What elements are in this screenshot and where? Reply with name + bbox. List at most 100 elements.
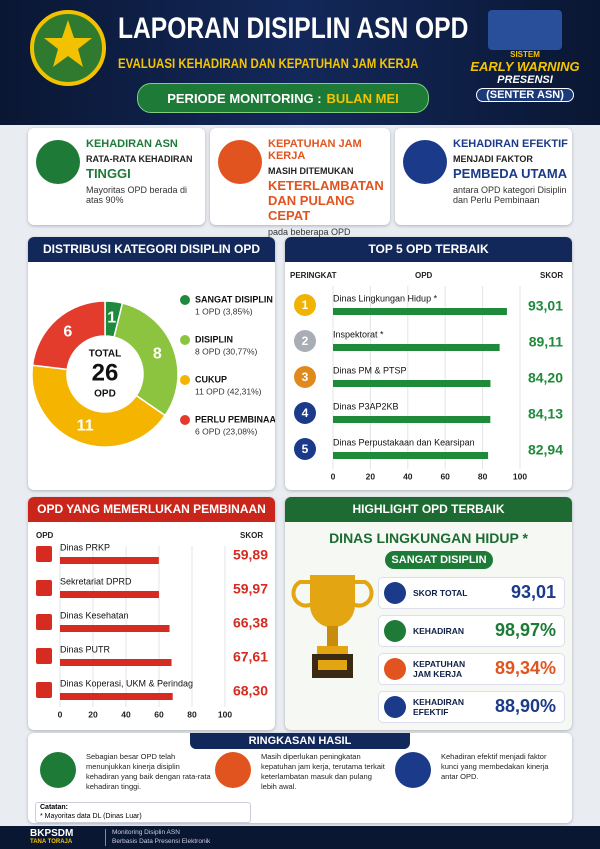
row-icon bbox=[36, 648, 52, 664]
metric-icon bbox=[384, 658, 406, 680]
category-label: Dinas PRKP bbox=[60, 542, 110, 552]
rank-label: 3 bbox=[302, 370, 309, 384]
low-panel: OPD YANG MEMERLUKAN PEMBINAAN bbox=[28, 497, 275, 730]
bar bbox=[333, 380, 491, 387]
card-text: KEHADIRAN EFEKTIF MENJADI FAKTOR PEMBEDA U… bbox=[453, 138, 568, 205]
trophy bbox=[291, 575, 374, 678]
metric-icon bbox=[384, 696, 406, 718]
summary-title: RINGKASAN HASIL bbox=[190, 733, 410, 749]
x-tick-label: 100 bbox=[513, 471, 527, 481]
subtitle: EVALUASI KEHADIRAN DAN KEPATUHAN JAM KER… bbox=[118, 55, 419, 71]
column-header: SKOR bbox=[540, 271, 563, 280]
badge: SISTEM EARLY WARNING PRESENSI (SENTER AS… bbox=[470, 10, 580, 118]
x-tick-label: 100 bbox=[218, 709, 232, 719]
pie-panel: DISTRIBUSI KATEGORI DISIPLIN OPD bbox=[28, 237, 275, 490]
metric-value: 93,01 bbox=[510, 582, 556, 602]
legend-sublabel: 8 OPD (30,77%) bbox=[195, 346, 258, 356]
card-title: KEHADIRAN EFEKTIF bbox=[453, 138, 568, 150]
footer-line: Berbasis Data Presensi Elektronik bbox=[112, 838, 211, 845]
category-label: Dinas Kesehatan bbox=[60, 610, 129, 620]
row-icon bbox=[36, 546, 52, 562]
metric-row: KEHADIRAN 98,97% bbox=[378, 615, 565, 647]
summary-icon bbox=[40, 752, 76, 788]
rank-badge bbox=[294, 366, 316, 388]
legend-swatch bbox=[180, 375, 190, 385]
bar bbox=[333, 308, 507, 315]
footer-line: Monitoring Disiplin ASN bbox=[112, 829, 180, 836]
badge-text: SISTEM bbox=[510, 50, 540, 59]
category-label: Inspektorat * bbox=[333, 329, 384, 339]
summary-icon bbox=[395, 752, 431, 788]
card-icon bbox=[403, 140, 447, 184]
card: KEHADIRAN ASN RATA-RATA KEHADIRAN TINGGI Ma… bbox=[28, 128, 205, 225]
category-label: Dinas Koperasi, UKM & Perindag bbox=[60, 678, 193, 688]
card-line: RATA-RATA KEHADIRAN bbox=[86, 154, 193, 164]
pie-chart: 1 SANGAT DISIPLIN 1 OPD (3,85%) 8 DISIPLIN 8 … bbox=[31, 294, 275, 448]
legend-sublabel: 1 OPD (3,85%) bbox=[195, 306, 253, 316]
bar bbox=[333, 452, 489, 459]
rank-badge bbox=[294, 402, 316, 424]
legend-swatch bbox=[180, 295, 190, 305]
card-note: Mayoritas OPD berada di atas 90% bbox=[86, 185, 188, 205]
footer-org: BKPSDM bbox=[30, 828, 74, 839]
row-icon bbox=[36, 682, 52, 698]
row-icon bbox=[36, 614, 52, 630]
badge-text: PRESENSI bbox=[497, 74, 553, 86]
category-label: Dinas Lingkungan Hidup * bbox=[333, 293, 438, 303]
period-label: PERIODE MONITORING : bbox=[167, 90, 322, 106]
value-label: 93,01 bbox=[528, 298, 563, 314]
card-highlight: PEMBEDA UTAMA bbox=[453, 166, 568, 181]
bar bbox=[60, 693, 173, 700]
rank-label: 4 bbox=[302, 406, 309, 420]
metric-value: 98,97% bbox=[494, 620, 556, 640]
legend-swatch bbox=[180, 415, 190, 425]
card-text: KEPATUHAN JAM KERJA MASIH DITEMUKAN KETERL… bbox=[268, 138, 386, 237]
title: LAPORAN DISIPLIN ASN OPD bbox=[118, 12, 469, 45]
legend-label: CUKUP bbox=[195, 374, 227, 384]
summary-text: Kehadiran efektif menjadi faktor kunci y… bbox=[441, 752, 549, 781]
pie-slice bbox=[113, 302, 179, 417]
slice-label: 1 bbox=[107, 310, 116, 327]
column-header: OPD bbox=[36, 531, 54, 540]
metric-label: KEHADIRAN EFEKTIF bbox=[413, 697, 464, 717]
card-title: KEHADIRAN ASN bbox=[86, 138, 178, 150]
card-line: MENJADI FAKTOR bbox=[453, 154, 533, 164]
rank-label: 2 bbox=[302, 334, 309, 348]
note-title: Catatan: bbox=[40, 804, 69, 811]
x-tick-label: 60 bbox=[154, 709, 164, 719]
category-label: Dinas PM & PTSP bbox=[333, 365, 407, 375]
value-label: 82,94 bbox=[528, 442, 563, 458]
card: KEHADIRAN EFEKTIF MENJADI FAKTOR PEMBEDA U… bbox=[395, 128, 572, 225]
bar bbox=[60, 591, 159, 598]
highlight-name: DINAS LINGKUNGAN HIDUP * bbox=[329, 530, 528, 546]
card-note: antara OPD kategori Disiplin dan Perlu P… bbox=[453, 185, 567, 205]
bar bbox=[333, 344, 500, 351]
panel-title: HIGHLIGHT OPD TERBAIK bbox=[285, 497, 572, 522]
card-note: pada beberapa OPD bbox=[268, 227, 351, 237]
center-label: TOTAL bbox=[89, 349, 121, 360]
category-label: Dinas Perpustakaan dan Kearsipan bbox=[333, 437, 475, 447]
card-title: KEPATUHAN JAM KERJA bbox=[268, 138, 362, 162]
summary-text: Sebagian besar OPD telah menunjukkan kin… bbox=[86, 752, 211, 791]
value-label: 89,11 bbox=[529, 334, 563, 350]
column-header: SKOR bbox=[240, 531, 263, 540]
note-box: Catatan: * Mayoritas data DL (Dinas Luar) bbox=[35, 802, 251, 823]
category-label: Sekretariat DPRD bbox=[60, 576, 132, 586]
rank-badge bbox=[294, 330, 316, 352]
bar bbox=[60, 659, 172, 666]
metric-icon bbox=[384, 582, 406, 604]
legend-label: PERLU PEMBINAAN bbox=[195, 414, 275, 424]
x-tick-label: 60 bbox=[440, 471, 450, 481]
value-label: 68,30 bbox=[233, 683, 268, 699]
metric-row: SKOR TOTAL 93,01 bbox=[378, 577, 565, 609]
category-label: Dinas P3AP2KB bbox=[333, 401, 399, 411]
x-tick-label: 80 bbox=[478, 471, 488, 481]
x-tick-label: 20 bbox=[366, 471, 376, 481]
slice-label: 6 bbox=[63, 323, 72, 340]
metric-label: KEHADIRAN bbox=[413, 626, 464, 636]
value-label: 84,13 bbox=[528, 406, 563, 422]
panel-title: TOP 5 OPD TERBAIK bbox=[285, 237, 572, 262]
metric-label: SKOR TOTAL bbox=[413, 588, 468, 598]
summary-text: Masih diperlukan peningkatan kepatuhan j… bbox=[261, 752, 385, 791]
summary-icon bbox=[215, 752, 251, 788]
